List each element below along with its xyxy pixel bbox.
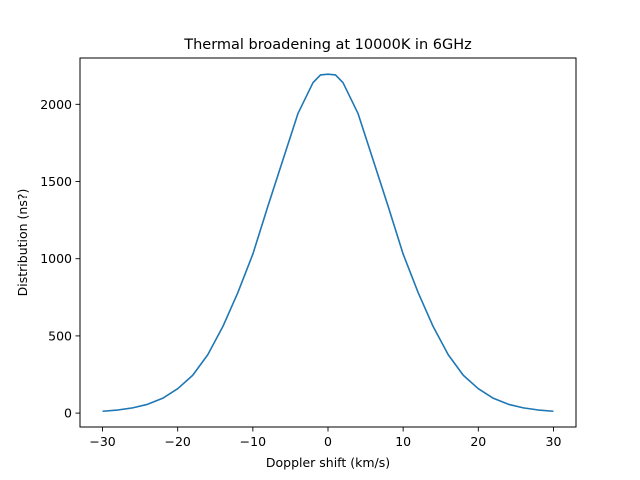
x-axis-label: Doppler shift (km/s) [266, 455, 390, 470]
series-line-0 [102, 73, 554, 413]
plot-area [102, 73, 554, 413]
x-tick-label: 10 [395, 434, 411, 449]
x-tick-label: −10 [240, 434, 266, 449]
x-tick-label: −20 [165, 434, 191, 449]
y-axis: 0 500 1000 1500 2000 [40, 97, 80, 421]
x-tick-label: 30 [546, 434, 562, 449]
y-tick-label: 2000 [40, 97, 72, 112]
y-axis-label: Distribution (ns?) [15, 189, 30, 297]
y-tick-label: 0 [64, 406, 72, 421]
y-tick-label: 1500 [40, 174, 72, 189]
y-tick-label: 1000 [40, 251, 72, 266]
x-tick-label: 20 [470, 434, 486, 449]
chart-title: Thermal broadening at 10000K in 6GHz [183, 37, 472, 53]
x-tick-label: 0 [324, 434, 332, 449]
x-axis: −30 −20 −10 0 10 20 30 [89, 427, 561, 449]
y-tick-label: 500 [48, 328, 72, 343]
x-tick-label: −30 [89, 434, 115, 449]
